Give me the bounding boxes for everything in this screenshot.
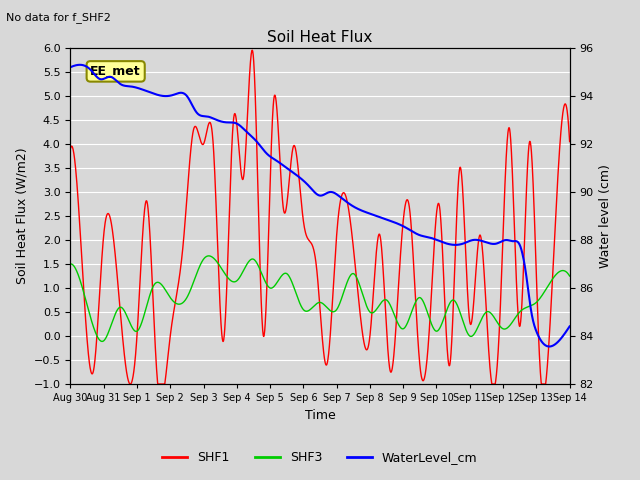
WaterLevel_cm	[566, 324, 573, 329]
Line: SHF1: SHF1	[70, 50, 570, 384]
WaterLevel_cm	[92, 73, 100, 79]
Legend: SHF1, SHF3, WaterLevel_cm: SHF1, SHF3, WaterLevel_cm	[157, 446, 483, 469]
SHF3	[460, 322, 468, 327]
WaterLevel_cm	[460, 240, 468, 246]
SHF1	[552, 215, 559, 221]
Title: Soil Heat Flux: Soil Heat Flux	[268, 30, 372, 46]
SHF1	[296, 190, 304, 195]
SHF1	[552, 220, 559, 226]
SHF1	[126, 381, 134, 387]
X-axis label: Time: Time	[305, 408, 335, 421]
SHF1	[460, 212, 468, 217]
SHF3	[566, 273, 573, 279]
Line: WaterLevel_cm: WaterLevel_cm	[70, 65, 570, 347]
SHF1	[67, 146, 74, 152]
SHF3	[67, 261, 74, 267]
SHF1	[92, 347, 100, 353]
Y-axis label: Water level (cm): Water level (cm)	[599, 164, 612, 268]
WaterLevel_cm	[545, 344, 553, 349]
WaterLevel_cm	[67, 64, 74, 70]
SHF3	[552, 273, 559, 278]
WaterLevel_cm	[552, 341, 559, 347]
WaterLevel_cm	[296, 175, 304, 181]
SHF3	[92, 331, 100, 336]
Y-axis label: Soil Heat Flux (W/m2): Soil Heat Flux (W/m2)	[15, 148, 28, 284]
WaterLevel_cm	[310, 188, 317, 194]
SHF3	[99, 338, 106, 344]
SHF1	[248, 48, 256, 53]
SHF1	[310, 247, 317, 252]
Text: EE_met: EE_met	[90, 65, 141, 78]
Text: No data for f_SHF2: No data for f_SHF2	[6, 12, 111, 23]
SHF3	[310, 303, 317, 309]
SHF3	[296, 302, 304, 308]
WaterLevel_cm	[76, 62, 84, 68]
WaterLevel_cm	[552, 341, 559, 347]
SHF3	[552, 272, 559, 278]
SHF1	[566, 139, 573, 144]
SHF3	[205, 253, 212, 259]
Line: SHF3: SHF3	[70, 256, 570, 341]
